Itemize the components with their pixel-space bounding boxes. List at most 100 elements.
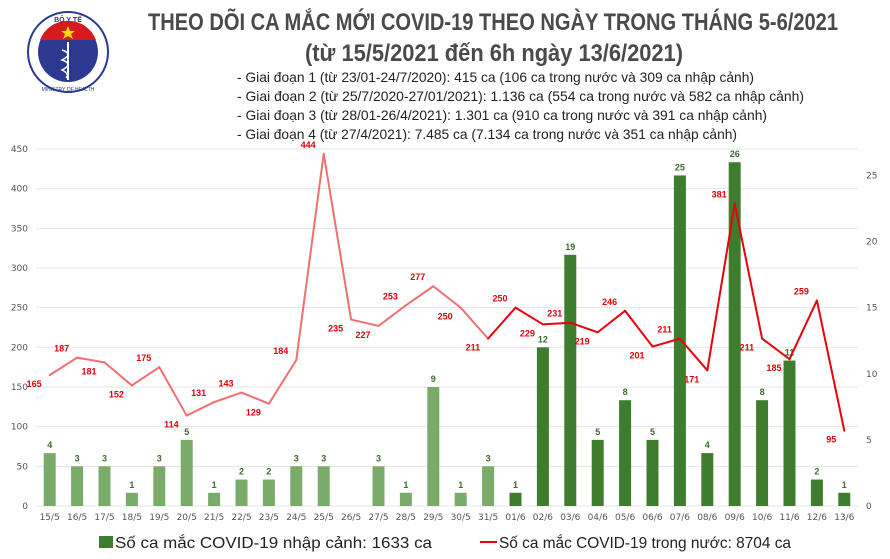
line-data-label: 277 — [410, 272, 425, 282]
x-tick-label: 05/6 — [615, 513, 635, 523]
bar — [454, 492, 467, 506]
y-left-tick-label: 100 — [11, 423, 28, 433]
bar — [810, 479, 823, 506]
x-tick-label: 21/5 — [204, 513, 224, 523]
line-segment — [514, 306, 544, 326]
x-tick-label: 17/5 — [94, 513, 114, 523]
bar — [728, 162, 741, 506]
bar — [71, 466, 84, 506]
bar-data-label: 1 — [212, 480, 217, 490]
bar — [701, 453, 714, 506]
line-data-label: 171 — [684, 374, 699, 384]
note-phase-1: - Giai đoạn 1 (từ 23/01-24/7/2020): 415 … — [237, 69, 754, 85]
line-segment — [404, 285, 435, 307]
x-tick-label: 29/5 — [423, 513, 443, 523]
x-tick-label: 31/5 — [478, 513, 498, 523]
bar — [509, 492, 522, 506]
y-left-tick-label: 50 — [17, 462, 29, 472]
x-tick-label: 23/5 — [259, 513, 279, 523]
line-segment — [706, 202, 736, 372]
bar-data-label: 2 — [266, 467, 271, 477]
line-data-label: 181 — [81, 366, 96, 376]
bar-data-label: 5 — [650, 427, 655, 437]
y-right-tick-label: 5 — [866, 436, 872, 446]
bar-data-label: 3 — [75, 453, 80, 463]
line-segment — [487, 306, 517, 340]
y-left-tick-label: 250 — [11, 304, 28, 314]
line-data-label: 129 — [246, 408, 261, 418]
line-segment — [185, 401, 216, 417]
bar-data-label: 19 — [565, 242, 575, 252]
line-segment — [295, 152, 325, 362]
bar — [591, 439, 604, 506]
y-left-tick-label: 400 — [11, 185, 28, 195]
bar-data-label: 8 — [760, 387, 765, 397]
bar — [235, 479, 248, 506]
line-data-label: 219 — [575, 336, 590, 346]
x-tick-label: 19/5 — [149, 513, 169, 523]
bar-data-label: 25 — [675, 162, 685, 172]
line-segment — [158, 366, 188, 417]
bar — [98, 466, 111, 506]
bar-data-label: 5 — [184, 427, 189, 437]
y-left-tick-label: 350 — [11, 224, 28, 234]
y-left-tick-label: 200 — [11, 343, 28, 353]
legend-swatch-imported — [99, 536, 113, 548]
legend-domestic: Số ca mắc COVID-19 trong nước: 8704 ca — [499, 533, 791, 552]
bar-data-label: 3 — [376, 453, 381, 463]
bar — [783, 360, 796, 506]
bar-data-label: 9 — [431, 374, 436, 384]
chart-subtitle: (từ 15/5/2021 đến 6h ngày 13/6/2021) — [305, 40, 683, 67]
note-phase-2: - Giai đoạn 2 (từ 25/7/2020-27/01/2021):… — [237, 88, 804, 104]
line-data-label: 381 — [712, 190, 727, 200]
y-right-tick-label: 0 — [866, 502, 872, 512]
x-tick-label: 30/5 — [451, 513, 471, 523]
line-data-label: 211 — [657, 325, 672, 335]
line-data-label: 253 — [383, 291, 398, 301]
line-data-label: 231 — [547, 309, 562, 319]
x-tick-label: 28/5 — [396, 513, 416, 523]
bar-data-label: 4 — [705, 440, 710, 450]
line-data-label: 250 — [438, 312, 453, 322]
bar — [208, 492, 221, 506]
line-segment — [596, 309, 627, 334]
line-segment — [48, 356, 79, 377]
bar-data-label: 1 — [842, 480, 847, 490]
bar-data-label: 3 — [486, 453, 491, 463]
line-segment — [569, 321, 599, 334]
bar — [536, 347, 549, 506]
x-tick-label: 20/5 — [177, 513, 197, 523]
bar — [646, 439, 659, 506]
bar-data-label: 3 — [102, 453, 107, 463]
x-tick-label: 26/5 — [341, 513, 361, 523]
note-phase-4: - Giai đoạn 4 (từ 27/4/2021): 7.485 ca (… — [237, 126, 737, 142]
bar — [290, 466, 303, 506]
line-segment — [541, 321, 572, 326]
bar — [564, 254, 577, 506]
x-tick-label: 10/6 — [752, 513, 772, 523]
bar — [180, 439, 193, 506]
x-tick-label: 02/6 — [533, 513, 553, 523]
bar-data-label: 1 — [129, 480, 134, 490]
x-tick-label: 24/5 — [286, 513, 306, 523]
line-data-label: 165 — [27, 379, 42, 389]
y-right-tick-label: 25 — [866, 171, 877, 181]
bar — [756, 400, 769, 506]
line-data-label: 175 — [136, 353, 151, 363]
x-tick-label: 08/6 — [697, 513, 717, 523]
x-tick-label: 03/6 — [560, 513, 580, 523]
line-data-label: 444 — [301, 140, 316, 150]
line-data-label: 152 — [109, 389, 124, 399]
line-data-label: 211 — [740, 343, 755, 353]
y-right-tick-label: 10 — [866, 370, 878, 380]
bar — [482, 466, 495, 506]
legend: Số ca mắc COVID-19 nhập cảnh: 1633 ca Số… — [99, 533, 791, 552]
line-data-label: 131 — [191, 388, 206, 398]
line-data-label: 114 — [164, 420, 179, 430]
bar — [153, 466, 166, 506]
line-data-label: 185 — [766, 363, 781, 373]
line-data-label: 187 — [54, 344, 69, 354]
x-tick-label: 09/6 — [725, 513, 745, 523]
plot-area: 0501001502002503003504004500510152025415… — [11, 140, 878, 523]
